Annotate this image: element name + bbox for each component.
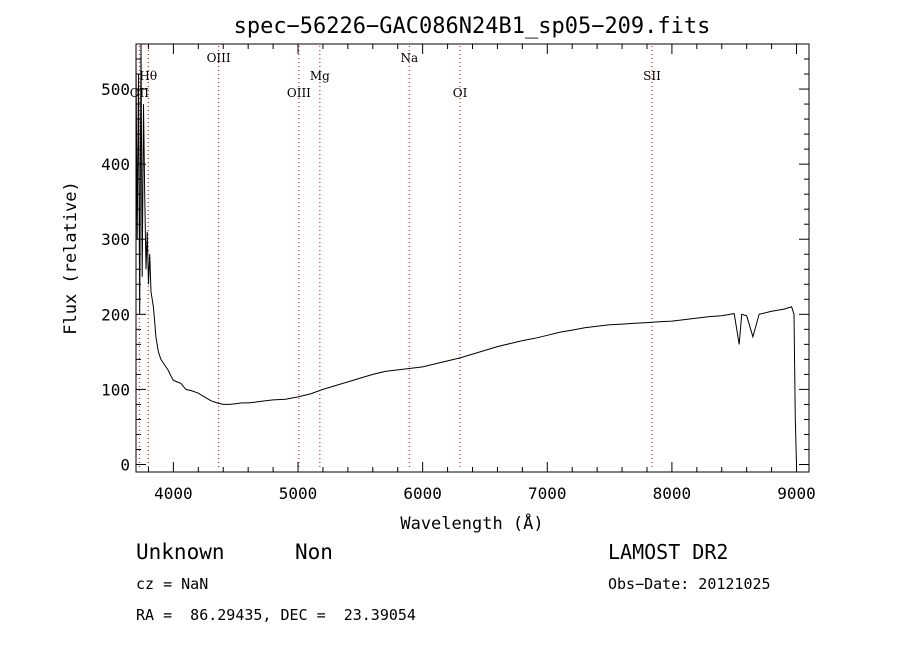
line-marker-label: Na — [400, 51, 418, 65]
emission-line-markers: OII Hθ OIII OIII Mg Na OI SII — [130, 46, 661, 470]
obs-date-label: Obs−Date: 20121025 — [608, 575, 771, 593]
line-marker-label: SII — [643, 69, 661, 83]
y-axis: 0 100 200 300 400 500 — [101, 58, 809, 474]
line-marker-label: OIII — [287, 86, 311, 100]
line-marker-label: Hθ — [139, 69, 157, 83]
x-axis: 4000 5000 6000 7000 8000 9000 — [147, 44, 816, 503]
y-tick-label: 0 — [120, 455, 130, 474]
survey-label: LAMOST DR2 — [608, 540, 728, 564]
y-tick-label: 500 — [101, 80, 130, 99]
class-label: Unknown — [136, 540, 225, 564]
x-tick-label: 9000 — [777, 484, 816, 503]
y-axis-label: Flux (relative) — [61, 181, 81, 335]
cz-label: cz = NaN — [136, 575, 208, 593]
line-marker-label: OII — [130, 86, 150, 100]
coords-label: RA = 86.29435, DEC = 23.39054 — [136, 606, 416, 624]
x-tick-label: 4000 — [154, 484, 193, 503]
subclass-label: Non — [295, 540, 333, 564]
y-tick-label: 100 — [101, 380, 130, 399]
x-tick-label: 6000 — [403, 484, 442, 503]
chart-title: spec−56226−GAC086N24B1_sp05−209.fits — [234, 14, 711, 39]
line-marker-label: OI — [453, 86, 468, 100]
spectrum-line — [135, 43, 797, 465]
x-tick-label: 5000 — [279, 484, 318, 503]
y-tick-label: 300 — [101, 230, 130, 249]
x-axis-label: Wavelength (Å) — [400, 512, 543, 534]
y-tick-label: 200 — [101, 305, 130, 324]
x-tick-label: 8000 — [653, 484, 692, 503]
y-tick-label: 400 — [101, 155, 130, 174]
line-marker-label: OIII — [207, 51, 231, 65]
x-tick-label: 7000 — [528, 484, 567, 503]
plot-frame — [135, 43, 810, 473]
line-marker-label: Mg — [310, 69, 330, 83]
